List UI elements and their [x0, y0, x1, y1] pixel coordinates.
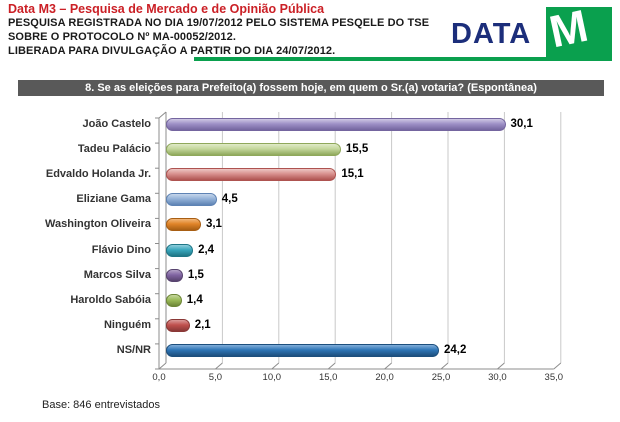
axis-tick	[384, 362, 392, 370]
value-label: 1,5	[187, 268, 204, 281]
value-label: 30,1	[510, 118, 533, 130]
logo-green-block: M	[545, 0, 612, 57]
bar	[166, 143, 341, 157]
category-label: Haroldo Sabóia	[70, 293, 151, 306]
question-bar: 8. Se as eleições para Prefeito(a) fosse…	[18, 80, 604, 96]
logo-m-letter: M	[545, 0, 593, 58]
category-label: João Castelo	[82, 118, 151, 130]
category-label: NS/NR	[116, 343, 151, 356]
bar-chart: João Castelo 30,1 Tadeu Palácio 15,5 Edvaldo…	[18, 100, 614, 396]
bar	[166, 243, 194, 257]
axis-tick	[327, 362, 336, 370]
x-tick-label: 15,0	[318, 372, 338, 383]
axis-tick	[440, 362, 449, 370]
bar	[166, 343, 439, 357]
registration-line-3: LIBERADA PARA DIVULGAÇÃO A PARTIR DO DIA…	[8, 45, 336, 57]
brand-title: Data M3 – Pesquisa de Mercado e de Opini…	[8, 2, 325, 16]
axis-tick	[553, 362, 562, 370]
wall-top-edge	[158, 111, 167, 119]
x-tick-label: 5,0	[208, 372, 222, 383]
category-label: Eliziane Gama	[76, 193, 151, 206]
axis-tick	[497, 362, 505, 370]
x-tick-label: 35,0	[544, 372, 564, 383]
value-label: 1,4	[186, 293, 203, 306]
logo-data-text: DATA	[451, 18, 532, 50]
category-label: Marcos Silva	[83, 268, 151, 281]
green-underline	[194, 57, 612, 61]
axis-tick	[158, 362, 167, 370]
registration-line-2: SOBRE O PROTOCOLO Nº MA-00052/2012.	[8, 31, 236, 43]
registration-line-1: PESQUISA REGISTRADA NO DIA 19/07/2012 PE…	[8, 17, 430, 29]
bar	[166, 168, 337, 182]
bar	[166, 318, 190, 332]
axis-tick	[215, 362, 223, 370]
x-tick-label: 20,0	[375, 372, 394, 383]
bar	[166, 218, 201, 232]
x-tick-label: 25,0	[431, 372, 451, 383]
value-label: 2,4	[198, 243, 215, 256]
base-note: Base: 846 entrevistados	[42, 399, 161, 411]
value-label: 24,2	[443, 343, 467, 356]
category-label: Flávio Dino	[91, 243, 151, 256]
value-label: 15,1	[341, 168, 364, 181]
value-label: 15,5	[345, 143, 369, 156]
category-label: Tadeu Palácio	[77, 143, 151, 156]
x-tick-label: 30,0	[488, 372, 507, 383]
x-tick-label: 10,0	[262, 372, 282, 383]
axis-tick	[271, 362, 280, 370]
value-label: 4,5	[221, 193, 238, 206]
value-label: 3,1	[205, 218, 222, 231]
x-tick-label: 0,0	[152, 372, 166, 383]
category-label: Edvaldo Holanda Jr.	[45, 168, 151, 181]
bar	[166, 293, 182, 307]
bar	[166, 118, 506, 131]
bar	[166, 193, 217, 207]
value-label: 2,1	[194, 318, 211, 331]
category-label: Washington Oliveira	[45, 218, 151, 231]
category-label: Ninguém	[103, 318, 151, 331]
bar	[166, 268, 183, 282]
